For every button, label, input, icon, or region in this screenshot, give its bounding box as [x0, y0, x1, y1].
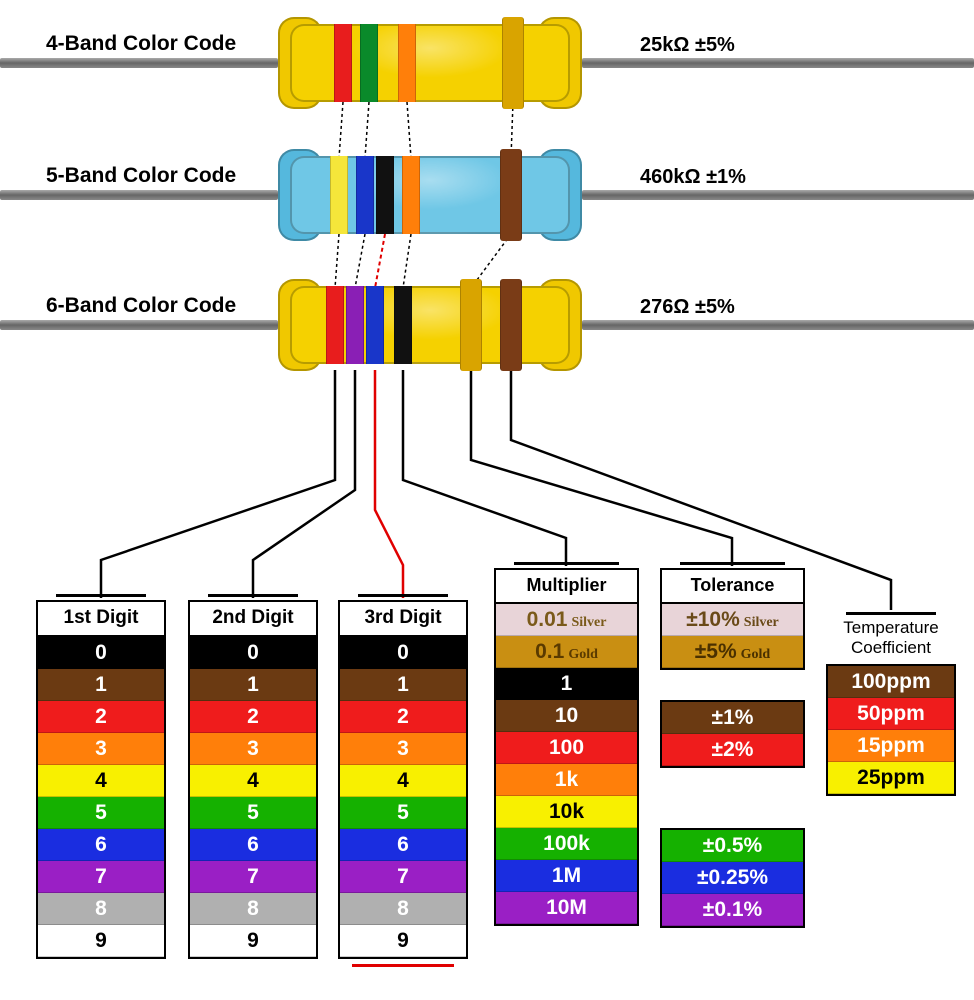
band-4 [394, 286, 412, 364]
value-5band: 460kΩ ±1% [640, 166, 746, 189]
band-tol [500, 149, 522, 241]
digit-cell: 4 [190, 765, 316, 797]
digit-cell: 4 [38, 765, 164, 797]
band-3 [376, 156, 394, 234]
column-tempco: 100ppm50ppm15ppm25ppm [826, 664, 956, 796]
header-tempco: Temperature Coefficient [826, 618, 956, 657]
digit-cell: 2 [340, 701, 466, 733]
digit-cell: 9 [190, 925, 316, 957]
band-3 [366, 286, 384, 364]
band-tol [502, 17, 524, 109]
digit-cell: 1 [340, 669, 466, 701]
multiplier-cell: 0.01Silver [496, 604, 637, 636]
digit-cell: 8 [190, 893, 316, 925]
band-1 [326, 286, 344, 364]
column-1st-digit: 1st Digit 0123456789 [36, 600, 166, 959]
band-2 [360, 24, 378, 102]
digit-cell: 7 [190, 861, 316, 893]
multiplier-cell: 100k [496, 828, 637, 860]
band-2 [346, 286, 364, 364]
resistor-4band: 4-Band Color Code 25kΩ ±5% [0, 8, 974, 118]
tempco-cell: 25ppm [828, 762, 954, 794]
multiplier-cell: 0.1Gold [496, 636, 637, 668]
digit-cell: 9 [340, 925, 466, 957]
tolerance-cell: ±0.5% [662, 830, 803, 862]
resistor-6band: 6-Band Color Code 276Ω ±5% [0, 270, 974, 380]
resistor-5band: 5-Band Color Code 460kΩ ±1% [0, 140, 974, 250]
column-2nd-digit: 2nd Digit 0123456789 [188, 600, 318, 959]
tolerance-cell: ±5%Gold [662, 636, 803, 668]
digit-cell: 0 [190, 637, 316, 669]
tolerance-cell: ±10%Silver [662, 604, 803, 636]
multiplier-cell: 100 [496, 732, 637, 764]
digit-cell: 8 [340, 893, 466, 925]
resistor-body [290, 24, 570, 102]
digit-cell: 3 [190, 733, 316, 765]
label-6band: 6-Band Color Code [46, 294, 236, 318]
band-1 [330, 156, 348, 234]
value-6band: 276Ω ±5% [640, 296, 735, 319]
tolerance-cell: ±0.1% [662, 894, 803, 926]
digit-cell: 6 [340, 829, 466, 861]
header-2nd-digit: 2nd Digit [190, 602, 316, 637]
digit-cell: 4 [340, 765, 466, 797]
label-5band: 5-Band Color Code [46, 164, 236, 188]
column-tolerance-mid: ±1%±2% [660, 700, 805, 768]
digit-cell: 6 [38, 829, 164, 861]
header-1st-digit: 1st Digit [38, 602, 164, 637]
digit-cell: 0 [340, 637, 466, 669]
digit-cell: 5 [38, 797, 164, 829]
header-multiplier: Multiplier [496, 570, 637, 604]
multiplier-cell: 10k [496, 796, 637, 828]
tempco-cell: 50ppm [828, 698, 954, 730]
digit-cell: 0 [38, 637, 164, 669]
column-3rd-digit: 3rd Digit 0123456789 [338, 600, 468, 959]
digit-cell: 1 [190, 669, 316, 701]
digit-cell: 7 [38, 861, 164, 893]
band-3 [398, 24, 416, 102]
tolerance-cell: ±1% [662, 702, 803, 734]
digit-cell: 2 [38, 701, 164, 733]
label-4band: 4-Band Color Code [46, 32, 236, 56]
digit-cell: 3 [340, 733, 466, 765]
header-3rd-digit: 3rd Digit [340, 602, 466, 637]
tolerance-cell: ±0.25% [662, 862, 803, 894]
tempco-cell: 15ppm [828, 730, 954, 762]
tempco-cell: 100ppm [828, 666, 954, 698]
column-tolerance-bot: ±0.5%±0.25%±0.1% [660, 828, 805, 928]
multiplier-cell: 1 [496, 668, 637, 700]
digit-cell: 9 [38, 925, 164, 957]
tolerance-cell: ±2% [662, 734, 803, 766]
column-tolerance-top: ±10%Silver±5%Gold [660, 602, 805, 670]
multiplier-cell: 1k [496, 764, 637, 796]
digit-cell: 2 [190, 701, 316, 733]
digit-cell: 3 [38, 733, 164, 765]
digit-cell: 5 [340, 797, 466, 829]
column-multiplier: Multiplier 0.01Silver0.1Gold1101001k10k1… [494, 568, 639, 926]
multiplier-cell: 1M [496, 860, 637, 892]
digit-cell: 5 [190, 797, 316, 829]
multiplier-cell: 10M [496, 892, 637, 924]
header-tolerance: Tolerance [660, 568, 805, 604]
band-4 [402, 156, 420, 234]
digit-cell: 7 [340, 861, 466, 893]
digit-cell: 1 [38, 669, 164, 701]
band-tol [460, 279, 482, 371]
band-temp [500, 279, 522, 371]
value-4band: 25kΩ ±5% [640, 34, 735, 57]
digit-cell: 6 [190, 829, 316, 861]
digit-cell: 8 [38, 893, 164, 925]
band-1 [334, 24, 352, 102]
multiplier-cell: 10 [496, 700, 637, 732]
band-2 [356, 156, 374, 234]
